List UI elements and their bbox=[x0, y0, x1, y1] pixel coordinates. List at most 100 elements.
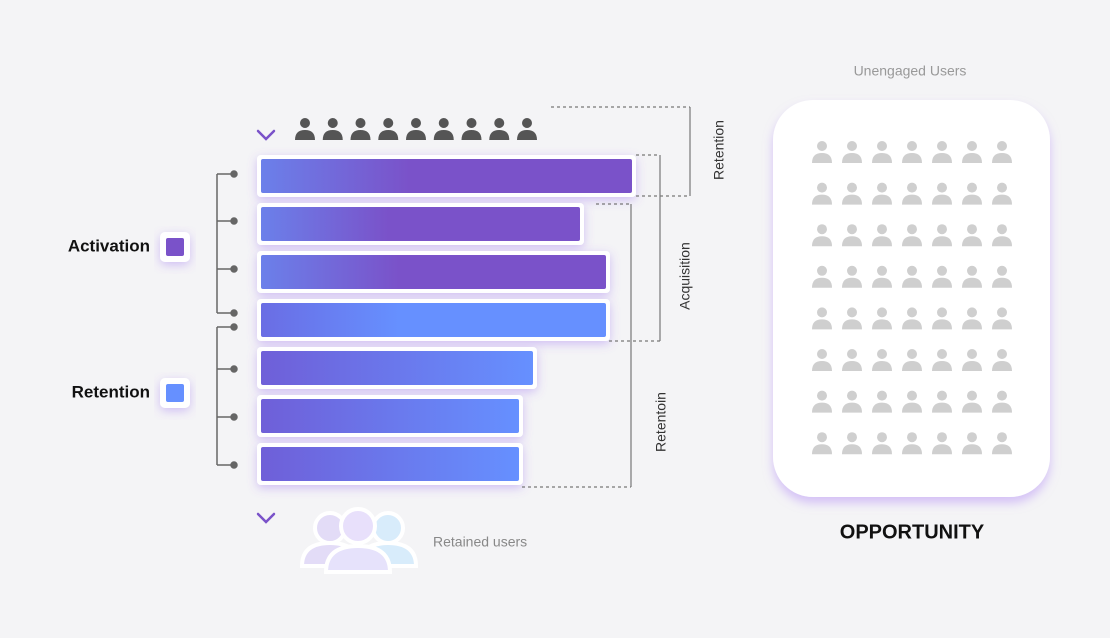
person-body bbox=[842, 319, 862, 330]
person-head bbox=[967, 390, 977, 401]
person-body bbox=[489, 130, 510, 140]
person-body bbox=[812, 361, 832, 371]
person-body bbox=[433, 130, 454, 140]
person-head bbox=[817, 141, 827, 151]
person-body bbox=[932, 194, 952, 205]
person-body bbox=[842, 194, 862, 205]
person-head bbox=[937, 265, 947, 276]
person-head bbox=[907, 224, 917, 235]
person-head bbox=[877, 224, 887, 235]
person-body bbox=[902, 319, 922, 330]
person-head bbox=[907, 390, 917, 401]
person-body bbox=[812, 319, 832, 330]
legend-label: Retention bbox=[72, 382, 150, 401]
bracket-label: Retention bbox=[711, 120, 727, 180]
person-head bbox=[411, 118, 421, 128]
person-body bbox=[992, 361, 1012, 371]
bracket-dot bbox=[230, 413, 238, 421]
person-body bbox=[350, 130, 371, 140]
person-head bbox=[937, 141, 947, 151]
person-head bbox=[997, 390, 1007, 401]
person-body bbox=[902, 444, 922, 455]
person-body bbox=[842, 277, 862, 288]
person-head bbox=[877, 390, 887, 401]
person-head bbox=[877, 307, 887, 318]
bracket-dot bbox=[230, 217, 238, 225]
person-head bbox=[907, 182, 917, 193]
legend-swatch bbox=[166, 238, 184, 256]
person-head bbox=[847, 349, 857, 359]
person-body bbox=[932, 277, 952, 288]
bracket-dot bbox=[230, 461, 238, 469]
bracket-dot bbox=[230, 265, 238, 273]
user-grid bbox=[812, 141, 1012, 455]
person-body bbox=[812, 444, 832, 455]
person-body bbox=[992, 444, 1012, 455]
person-head bbox=[967, 182, 977, 193]
person-body bbox=[872, 194, 892, 205]
person-body bbox=[295, 130, 315, 140]
chevron bbox=[256, 129, 276, 141]
person-body bbox=[902, 194, 922, 205]
person-head bbox=[997, 307, 1007, 318]
person-body bbox=[962, 402, 982, 413]
person-body bbox=[872, 444, 892, 455]
person-body bbox=[962, 277, 982, 288]
person-head bbox=[997, 141, 1007, 151]
person-head bbox=[967, 307, 977, 318]
person-body bbox=[902, 277, 922, 288]
person-body bbox=[962, 236, 982, 247]
person-body bbox=[902, 153, 922, 163]
person-head bbox=[937, 182, 947, 193]
legend-label: Activation bbox=[68, 236, 150, 255]
person-body bbox=[812, 236, 832, 247]
person-body bbox=[992, 236, 1012, 247]
bars bbox=[257, 155, 636, 485]
person-head bbox=[967, 265, 977, 276]
person-head bbox=[847, 182, 857, 193]
person-body bbox=[902, 236, 922, 247]
person-body bbox=[932, 319, 952, 330]
person-head bbox=[847, 432, 857, 443]
person-head bbox=[327, 118, 338, 128]
person-head bbox=[383, 118, 394, 128]
person-body bbox=[932, 153, 952, 163]
person-body bbox=[932, 402, 952, 413]
person-head bbox=[907, 307, 917, 318]
right-brackets bbox=[522, 106, 691, 488]
person-body bbox=[872, 153, 892, 163]
opportunity-label: OPPORTUNITY bbox=[840, 521, 985, 543]
person-body bbox=[872, 319, 892, 330]
bracket-dot bbox=[230, 323, 238, 331]
person-body bbox=[842, 402, 862, 413]
person-body bbox=[322, 130, 343, 140]
people bbox=[295, 118, 537, 140]
person-head bbox=[847, 390, 857, 401]
person-head bbox=[997, 265, 1007, 276]
person-head bbox=[466, 118, 477, 128]
person-head bbox=[494, 118, 505, 128]
person-body bbox=[992, 194, 1012, 205]
person-head bbox=[967, 432, 977, 443]
person-body bbox=[872, 361, 892, 371]
retained-label: Retained users bbox=[433, 534, 527, 550]
person-head bbox=[907, 141, 917, 151]
person-body bbox=[378, 130, 399, 140]
bracket-dot bbox=[230, 365, 238, 373]
person-head bbox=[937, 307, 947, 318]
person-body bbox=[872, 402, 892, 413]
bar bbox=[261, 399, 519, 433]
person-body bbox=[812, 194, 832, 205]
person-head bbox=[817, 307, 827, 318]
person-body bbox=[872, 277, 892, 288]
person-head bbox=[997, 432, 1007, 443]
bar bbox=[261, 303, 606, 337]
chevron bbox=[256, 512, 276, 524]
person-head bbox=[817, 265, 827, 276]
person-body bbox=[461, 130, 482, 140]
person-head bbox=[877, 349, 887, 359]
person-head bbox=[817, 432, 827, 443]
legend-swatch bbox=[166, 384, 184, 402]
person-head bbox=[877, 265, 887, 276]
person-head bbox=[817, 390, 827, 401]
